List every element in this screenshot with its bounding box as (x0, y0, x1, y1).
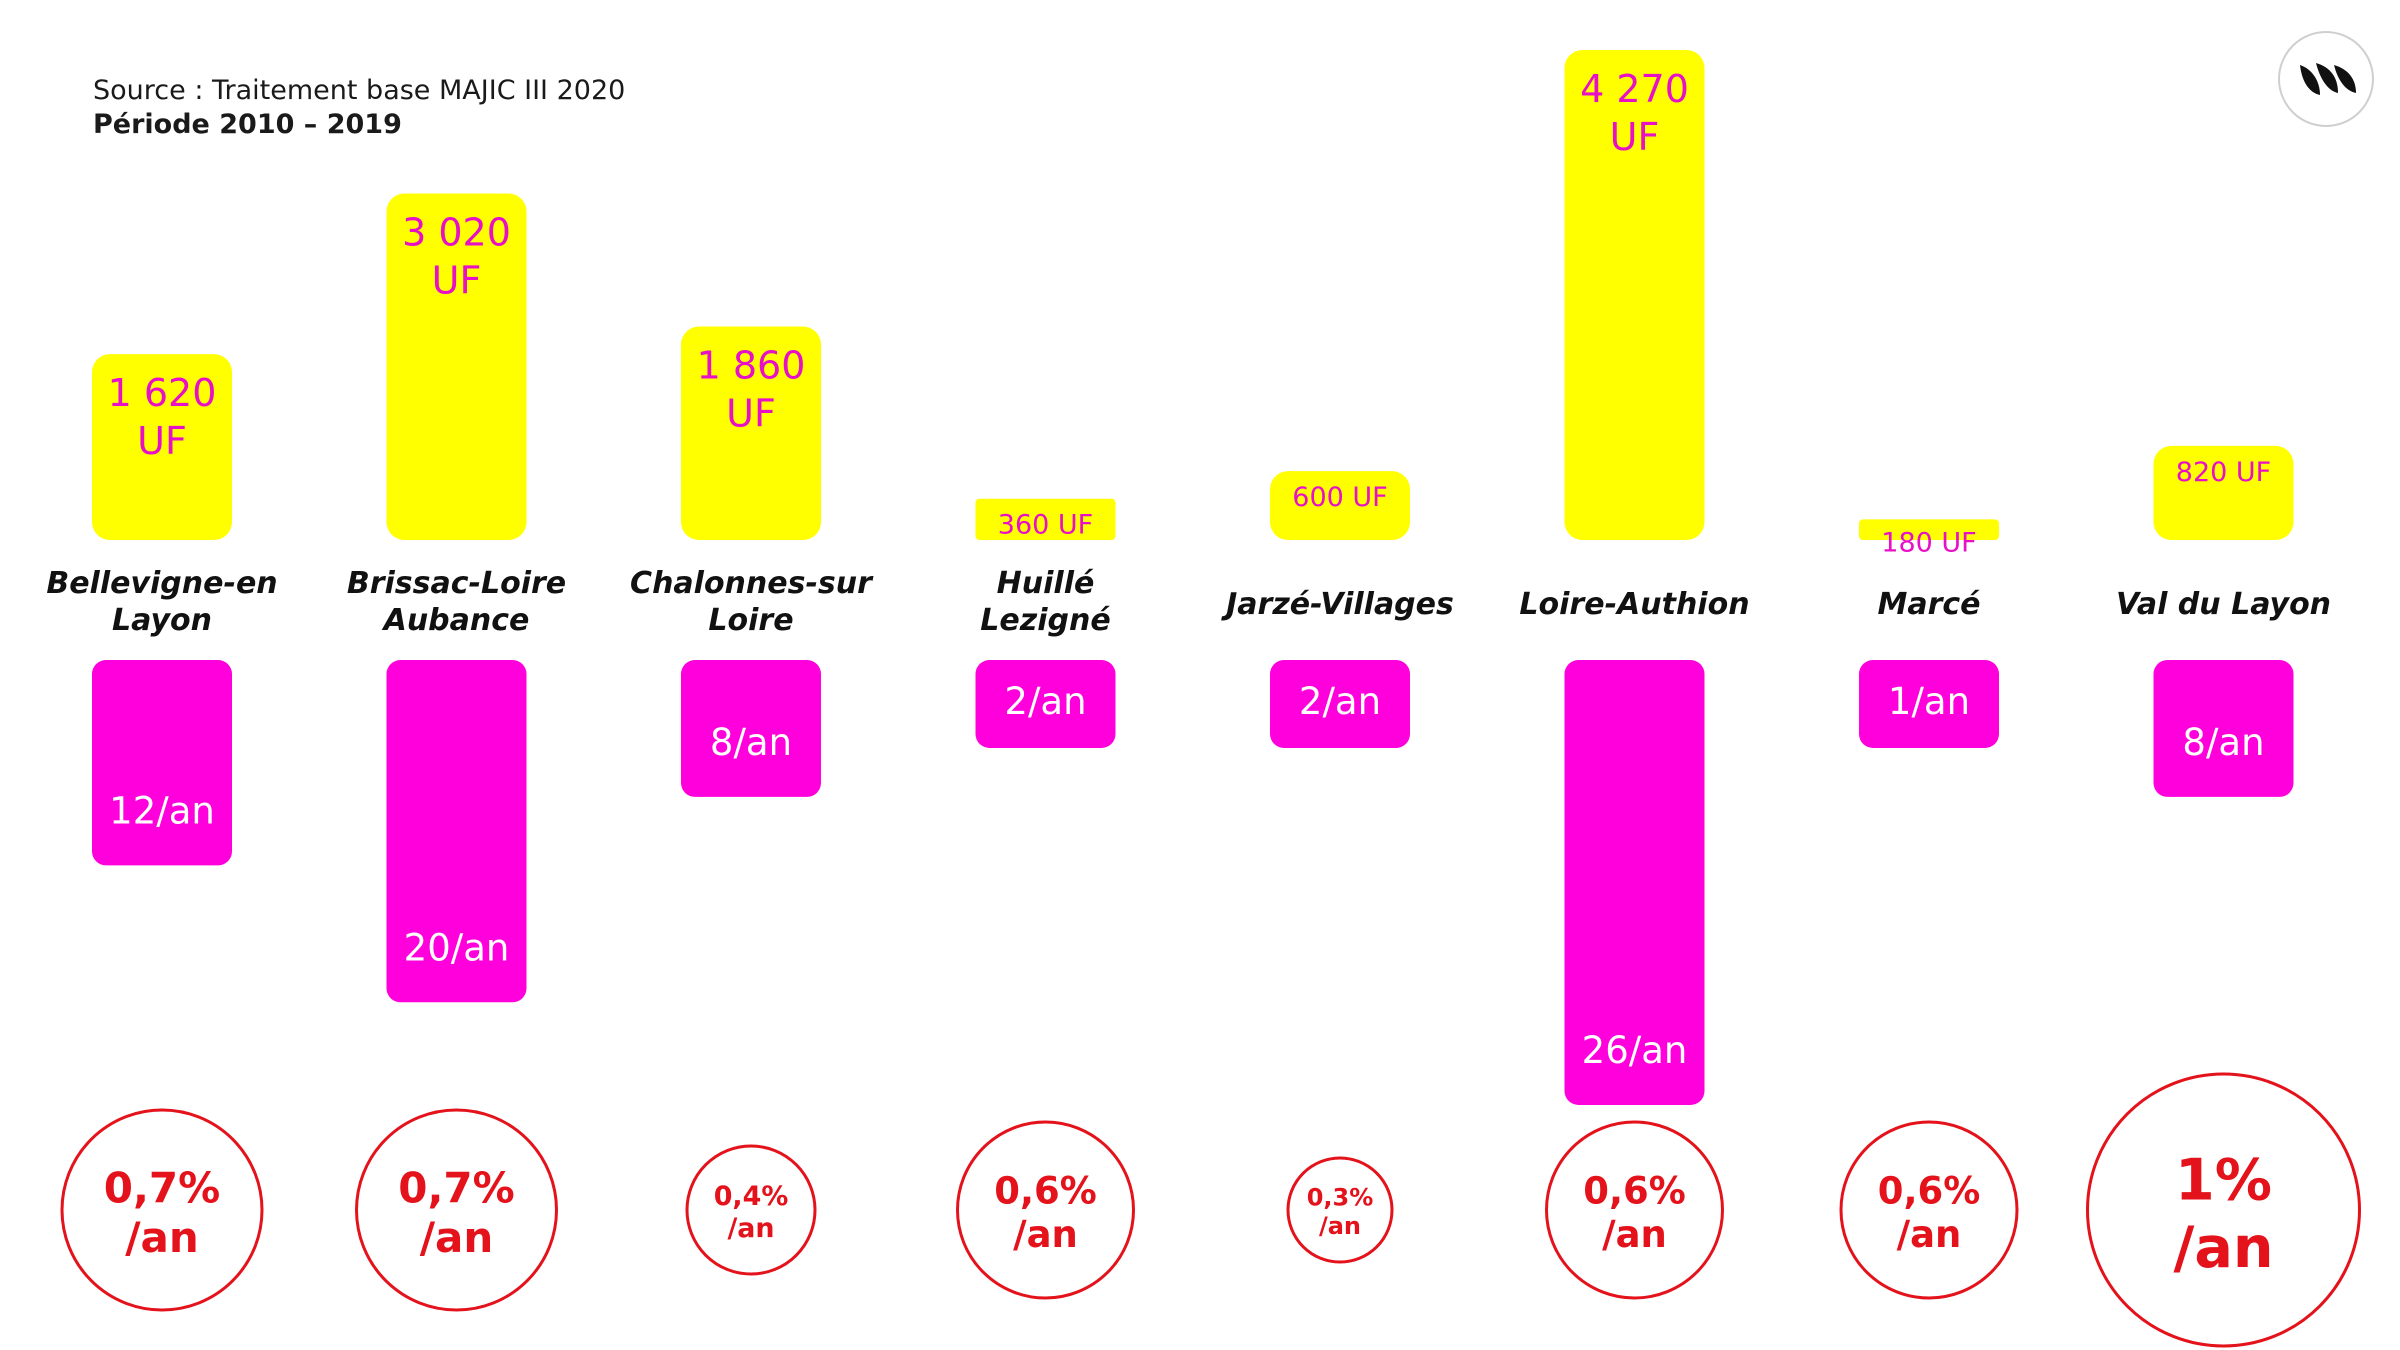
annual-value-label: 8/an (2182, 721, 2264, 764)
annual-value-label: 26/an (1582, 1029, 1688, 1072)
rate-circle (2086, 1072, 2361, 1348)
uf-value-label: 4 270 (1580, 67, 1689, 111)
annual-value-label: 2/an (1299, 680, 1381, 723)
category-label: Aubance (382, 603, 530, 638)
uf-value-label: 820 UF (2176, 457, 2271, 488)
rate-unit-label: /an (2173, 1215, 2273, 1281)
uf-bar (92, 354, 232, 540)
rate-circle (1286, 1156, 1394, 1264)
rate-value-label: 0,4% (714, 1181, 789, 1212)
category-label: Loire (708, 603, 793, 638)
uf-value-label: 180 UF (1881, 527, 1976, 558)
annual-value-label: 2/an (1004, 680, 1086, 723)
category-label: Chalonnes-sur (630, 566, 874, 601)
annual-value-label: 8/an (710, 721, 792, 764)
category-label: Lezigné (980, 603, 1110, 638)
annual-bar (2153, 660, 2294, 797)
category-label: Marcé (1877, 587, 1980, 622)
uf-value-label: 600 UF (1292, 482, 1387, 513)
uf-bar (2153, 445, 2294, 540)
annual-value-label: 20/an (404, 926, 510, 969)
rate-unit-label: /an (1602, 1213, 1667, 1256)
uf-bar (386, 193, 527, 540)
category-label: Layon (112, 603, 212, 638)
rate-value-label: 0,7% (104, 1163, 220, 1212)
annual-value-label: 1/an (1888, 680, 1970, 723)
rate-unit-label: /an (1013, 1213, 1078, 1256)
annual-value-label: 12/an (109, 789, 215, 832)
category-label: Huillé (997, 566, 1095, 601)
rate-unit-label: /an (420, 1213, 494, 1262)
source-text: Source : Traitement base MAJIC III 2020 (93, 75, 626, 106)
rate-value-label: 0,3% (1307, 1184, 1374, 1212)
uf-value-label: 360 UF (998, 510, 1093, 541)
rate-value-label: 0,6% (994, 1169, 1097, 1212)
uf-bar (975, 498, 1116, 540)
uf-unit-label: UF (726, 392, 776, 436)
rate-value-label: 0,6% (1583, 1169, 1686, 1212)
rate-circle (685, 1144, 817, 1276)
rate-value-label: 0,7% (398, 1163, 514, 1212)
uf-bar (1859, 519, 1999, 540)
rate-unit-label: /an (1319, 1212, 1361, 1240)
rate-circle (956, 1120, 1135, 1300)
rate-unit-label: /an (1897, 1213, 1962, 1256)
uf-unit-label: UF (432, 258, 482, 302)
brand-logo-icon (2278, 31, 2374, 127)
rate-value-label: 1% (2175, 1148, 2272, 1214)
category-label: Val du Layon (2116, 587, 2331, 622)
rate-circle (60, 1108, 264, 1312)
uf-value-label: 1 860 (697, 344, 806, 388)
category-label: Brissac-Loire (347, 566, 566, 601)
uf-bar (1564, 50, 1705, 540)
uf-unit-label: UF (1610, 115, 1660, 159)
annual-bar (975, 660, 1116, 748)
annual-bar (386, 660, 527, 1003)
category-label: Loire-Authion (1519, 587, 1749, 622)
rate-value-label: 0,6% (1878, 1169, 1981, 1212)
period-text: Période 2010 – 2019 (93, 109, 402, 140)
annual-bar (1564, 660, 1705, 1105)
uf-value-label: 1 620 (108, 371, 217, 415)
rate-unit-label: /an (727, 1213, 774, 1244)
uf-bar (1270, 471, 1410, 540)
source-note: Source : Traitement base MAJIC III 2020 … (93, 74, 625, 142)
uf-unit-label: UF (137, 419, 187, 463)
annual-bar (681, 660, 821, 797)
annual-bar (1270, 660, 1410, 748)
category-label: Jarzé-Villages (1221, 587, 1454, 622)
uf-value-label: 3 020 (402, 210, 511, 254)
annual-bar (92, 660, 232, 866)
rate-circle (1545, 1120, 1724, 1300)
uf-bar (681, 326, 821, 540)
annual-bar (1859, 660, 1999, 748)
rate-unit-label: /an (125, 1213, 199, 1262)
rate-circle (1839, 1120, 2019, 1300)
rate-circle (355, 1108, 558, 1312)
category-label: Bellevigne-en (46, 566, 277, 601)
